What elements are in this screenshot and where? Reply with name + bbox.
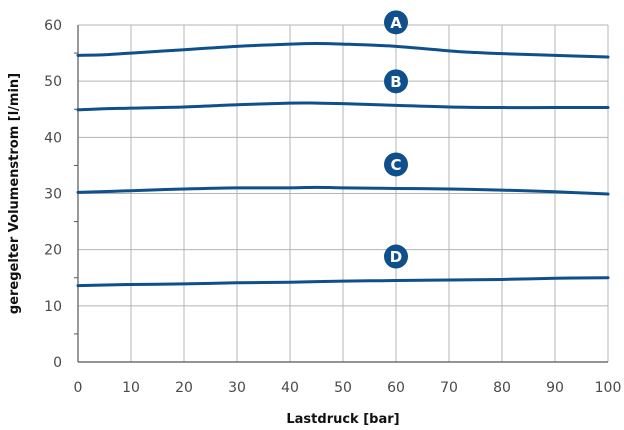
- y-tick-label: 0: [53, 355, 62, 371]
- x-tick-label: 30: [228, 380, 246, 396]
- series-badge-label: A: [390, 14, 402, 32]
- series-badge-label: C: [390, 156, 401, 174]
- series-line-b: [76, 101, 610, 112]
- series-line-c: [76, 185, 610, 196]
- series-badge-a: [384, 10, 408, 35]
- series-line-a: [76, 42, 610, 59]
- x-tick-label: 40: [281, 380, 299, 396]
- y-tick-label: 60: [44, 18, 62, 34]
- series-badge-label: B: [390, 73, 401, 91]
- y-axis-label: geregelter Volumenstrom [l/min]: [7, 73, 22, 314]
- x-tick-label: 0: [74, 380, 83, 396]
- y-tick-label: 50: [44, 74, 62, 90]
- x-tick-label: 20: [175, 380, 193, 396]
- y-tick-label: 40: [44, 130, 62, 146]
- x-axis-label: Lastdruck [bar]: [286, 412, 399, 427]
- series-badge-d: [384, 244, 408, 269]
- series-line-d: [76, 276, 610, 288]
- y-tick-label: 30: [44, 187, 62, 203]
- x-tick-label: 50: [334, 380, 352, 396]
- series-lines: [76, 42, 610, 288]
- x-tick-label: 70: [440, 380, 458, 396]
- series-badge-label: D: [390, 248, 402, 266]
- y-tick-label: 10: [44, 299, 62, 315]
- series-badge-b: [384, 69, 408, 94]
- series-badge-c: [384, 152, 408, 177]
- tick-labels: 0 10 20 30 40 50 60 70 80 90 100 0 10 20 30 40 50 60: [44, 18, 621, 396]
- x-tick-label: 80: [493, 380, 511, 396]
- series-badges: A B C D: [384, 10, 408, 269]
- y-tick-label: 20: [44, 243, 62, 259]
- x-tick-label: 100: [595, 380, 622, 396]
- x-tick-label: 10: [122, 380, 140, 396]
- x-tick-label: 90: [546, 380, 564, 396]
- x-tick-label: 60: [387, 380, 405, 396]
- grid: [78, 24, 609, 362]
